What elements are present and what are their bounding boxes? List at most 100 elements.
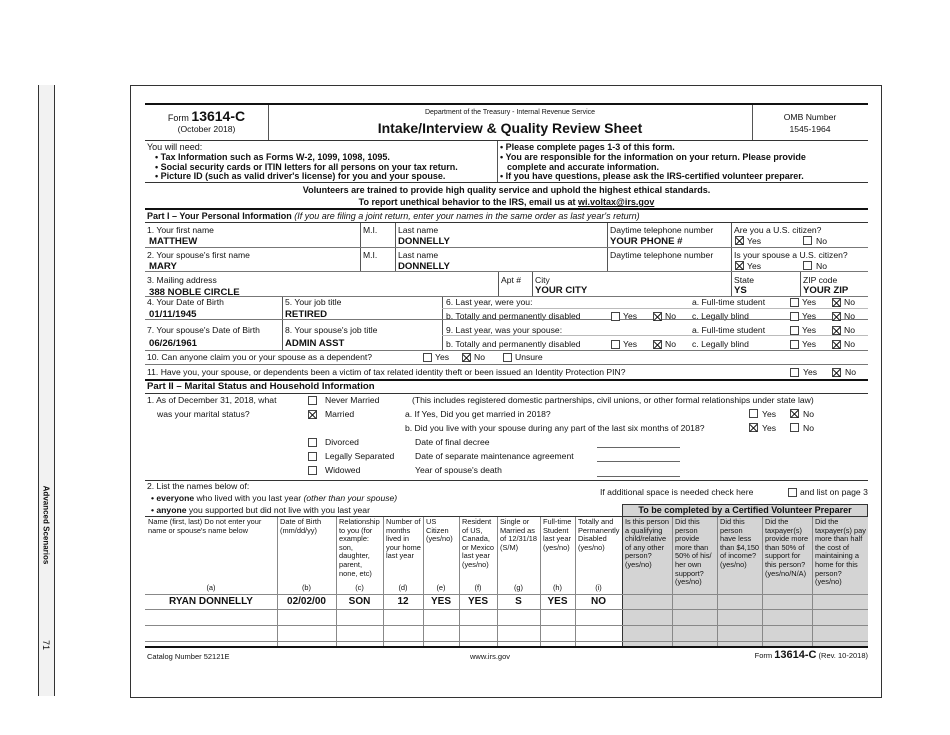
- city-field[interactable]: YOUR CITY: [535, 285, 588, 296]
- spouse-last-name-field[interactable]: DONNELLY: [398, 261, 450, 272]
- dob-field[interactable]: 01/11/1945: [149, 309, 197, 320]
- no-checkbox[interactable]: [832, 312, 841, 321]
- table-cell[interactable]: SON: [348, 596, 371, 607]
- yes-checkbox[interactable]: [790, 326, 799, 335]
- yes-checkbox[interactable]: [611, 340, 620, 349]
- table-cell[interactable]: YES: [467, 596, 488, 607]
- footer-form-id: Form 13614-C (Rev. 10-2018): [754, 649, 868, 661]
- table-cell[interactable]: NO: [591, 596, 606, 607]
- marital-question-2: was your marital status?: [157, 409, 250, 419]
- includes-note: (This includes registered domestic partn…: [412, 395, 814, 405]
- citizen-yes-checkbox[interactable]: [735, 236, 744, 245]
- department: Department of the Treasury - Internal Re…: [424, 109, 596, 116]
- spouse-death-label: Year of spouse's death: [415, 465, 502, 475]
- no-checkbox[interactable]: [832, 326, 841, 335]
- no-label: No: [665, 339, 676, 349]
- yes-checkbox[interactable]: [790, 340, 799, 349]
- marital-status-label: Legally Separated: [325, 451, 395, 461]
- column-letter: (d): [398, 583, 408, 592]
- unsure-label: Unsure: [515, 352, 543, 362]
- phone-field[interactable]: YOUR PHONE #: [610, 236, 683, 247]
- column-divider: [540, 517, 541, 646]
- address-field[interactable]: 388 NOBLE CIRCLE: [149, 287, 240, 298]
- dependent-unsure-checkbox[interactable]: [503, 353, 512, 362]
- last-name-field[interactable]: DONNELLY: [398, 236, 450, 247]
- marital-status-checkbox[interactable]: [308, 396, 317, 405]
- yes-checkbox[interactable]: [790, 298, 799, 307]
- blind-label: c. Legally blind: [692, 311, 749, 321]
- table-cell[interactable]: S: [515, 596, 522, 607]
- no-label: No: [816, 236, 827, 246]
- lived-no-checkbox[interactable]: [790, 423, 799, 432]
- final-decree-label: Date of final decree: [415, 437, 490, 447]
- table-cell[interactable]: 12: [397, 596, 409, 607]
- yes-checkbox[interactable]: [611, 312, 620, 321]
- form-id: Form 13614-C: [167, 108, 246, 124]
- zip-field[interactable]: YOUR ZIP: [803, 285, 849, 296]
- spouse-citizen-yes-checkbox[interactable]: [735, 261, 744, 270]
- identity-yes-checkbox[interactable]: [790, 368, 799, 377]
- job-field[interactable]: RETIRED: [285, 309, 328, 320]
- dependent-yes-checkbox[interactable]: [423, 353, 432, 362]
- column-letter: (i): [595, 583, 602, 592]
- email-link[interactable]: wi.voltax@irs.gov: [578, 197, 655, 207]
- no-checkbox[interactable]: [653, 312, 662, 321]
- part2-title: Part II – Marital Status and Household I…: [147, 381, 375, 392]
- row-divider: [145, 609, 868, 610]
- citizen-label: Are you a U.S. citizen?: [734, 225, 822, 235]
- column-header: Single or Married as of 12/31/18 (S/M): [500, 517, 537, 552]
- spouse-first-name-field[interactable]: MARY: [149, 261, 177, 272]
- yes-label: Yes: [803, 367, 818, 377]
- identity-no-checkbox[interactable]: [832, 368, 841, 377]
- column-divider: [717, 517, 718, 646]
- separate-agreement-label: Date of separate maintenance agreement: [415, 451, 574, 461]
- first-name-field[interactable]: MATTHEW: [149, 236, 198, 247]
- lived-yes-checkbox[interactable]: [749, 423, 758, 432]
- column-header: Resident of US, Canada, or Mexico last y…: [462, 517, 495, 569]
- identity-theft-question: 11. Have you, your spouse, or dependents…: [147, 367, 626, 377]
- spouse-job-field[interactable]: ADMIN ASST: [285, 338, 345, 349]
- column-header: US Citizen (yes/no): [426, 517, 453, 544]
- no-label: No: [816, 261, 827, 271]
- spouse-citizen-no-checkbox[interactable]: [803, 261, 812, 270]
- everyone-note: • everyone who lived with you last year …: [151, 493, 398, 503]
- student-label: a. Full-time student: [692, 297, 766, 307]
- disabled-label: b. Totally and permanently disabled: [446, 311, 581, 321]
- spouse-mi-label: M.I.: [363, 250, 378, 260]
- no-checkbox[interactable]: [832, 340, 841, 349]
- marital-status-checkbox[interactable]: [308, 438, 317, 447]
- table-cell[interactable]: RYAN DONNELLY: [169, 596, 253, 607]
- column-header: Did this person provide more than 50% of…: [675, 517, 712, 587]
- marital-status-checkbox[interactable]: [308, 466, 317, 475]
- yes-checkbox[interactable]: [790, 312, 799, 321]
- column-divider: [336, 517, 337, 646]
- form-date: (October 2018): [177, 124, 236, 134]
- spouse-death-field[interactable]: [597, 476, 680, 477]
- spouse-first-name-label: 2. Your spouse's first name: [147, 250, 250, 260]
- margin-section-title: Advanced Scenarios: [41, 485, 51, 565]
- separate-agreement-field[interactable]: [597, 461, 680, 462]
- no-checkbox[interactable]: [832, 298, 841, 307]
- volunteers-statement: Volunteers are trained to provide high q…: [302, 185, 711, 195]
- omb-label: OMB Number: [783, 112, 837, 122]
- column-letter: (e): [436, 583, 446, 592]
- no-checkbox[interactable]: [653, 340, 662, 349]
- citizen-no-checkbox[interactable]: [803, 236, 812, 245]
- married-2018-no-checkbox[interactable]: [790, 409, 799, 418]
- married-2018-yes-checkbox[interactable]: [749, 409, 758, 418]
- yes-label: Yes: [747, 261, 762, 271]
- marital-status-checkbox[interactable]: [308, 410, 317, 419]
- additional-space-checkbox[interactable]: [788, 488, 797, 497]
- table-cell[interactable]: YES: [430, 596, 451, 607]
- column-divider: [383, 517, 384, 646]
- table-cell[interactable]: 02/02/00: [287, 596, 326, 607]
- dependent-no-checkbox[interactable]: [462, 353, 471, 362]
- spouse-dob-field[interactable]: 06/26/1961: [149, 338, 198, 349]
- zip-label: ZIP code: [803, 275, 838, 285]
- final-decree-field[interactable]: [597, 447, 680, 448]
- table-cell[interactable]: YES: [547, 596, 568, 607]
- column-header: Totally and Permanently Disabled (yes/no…: [578, 517, 620, 552]
- column-divider: [762, 517, 763, 646]
- state-field[interactable]: YS: [734, 285, 747, 296]
- marital-status-checkbox[interactable]: [308, 452, 317, 461]
